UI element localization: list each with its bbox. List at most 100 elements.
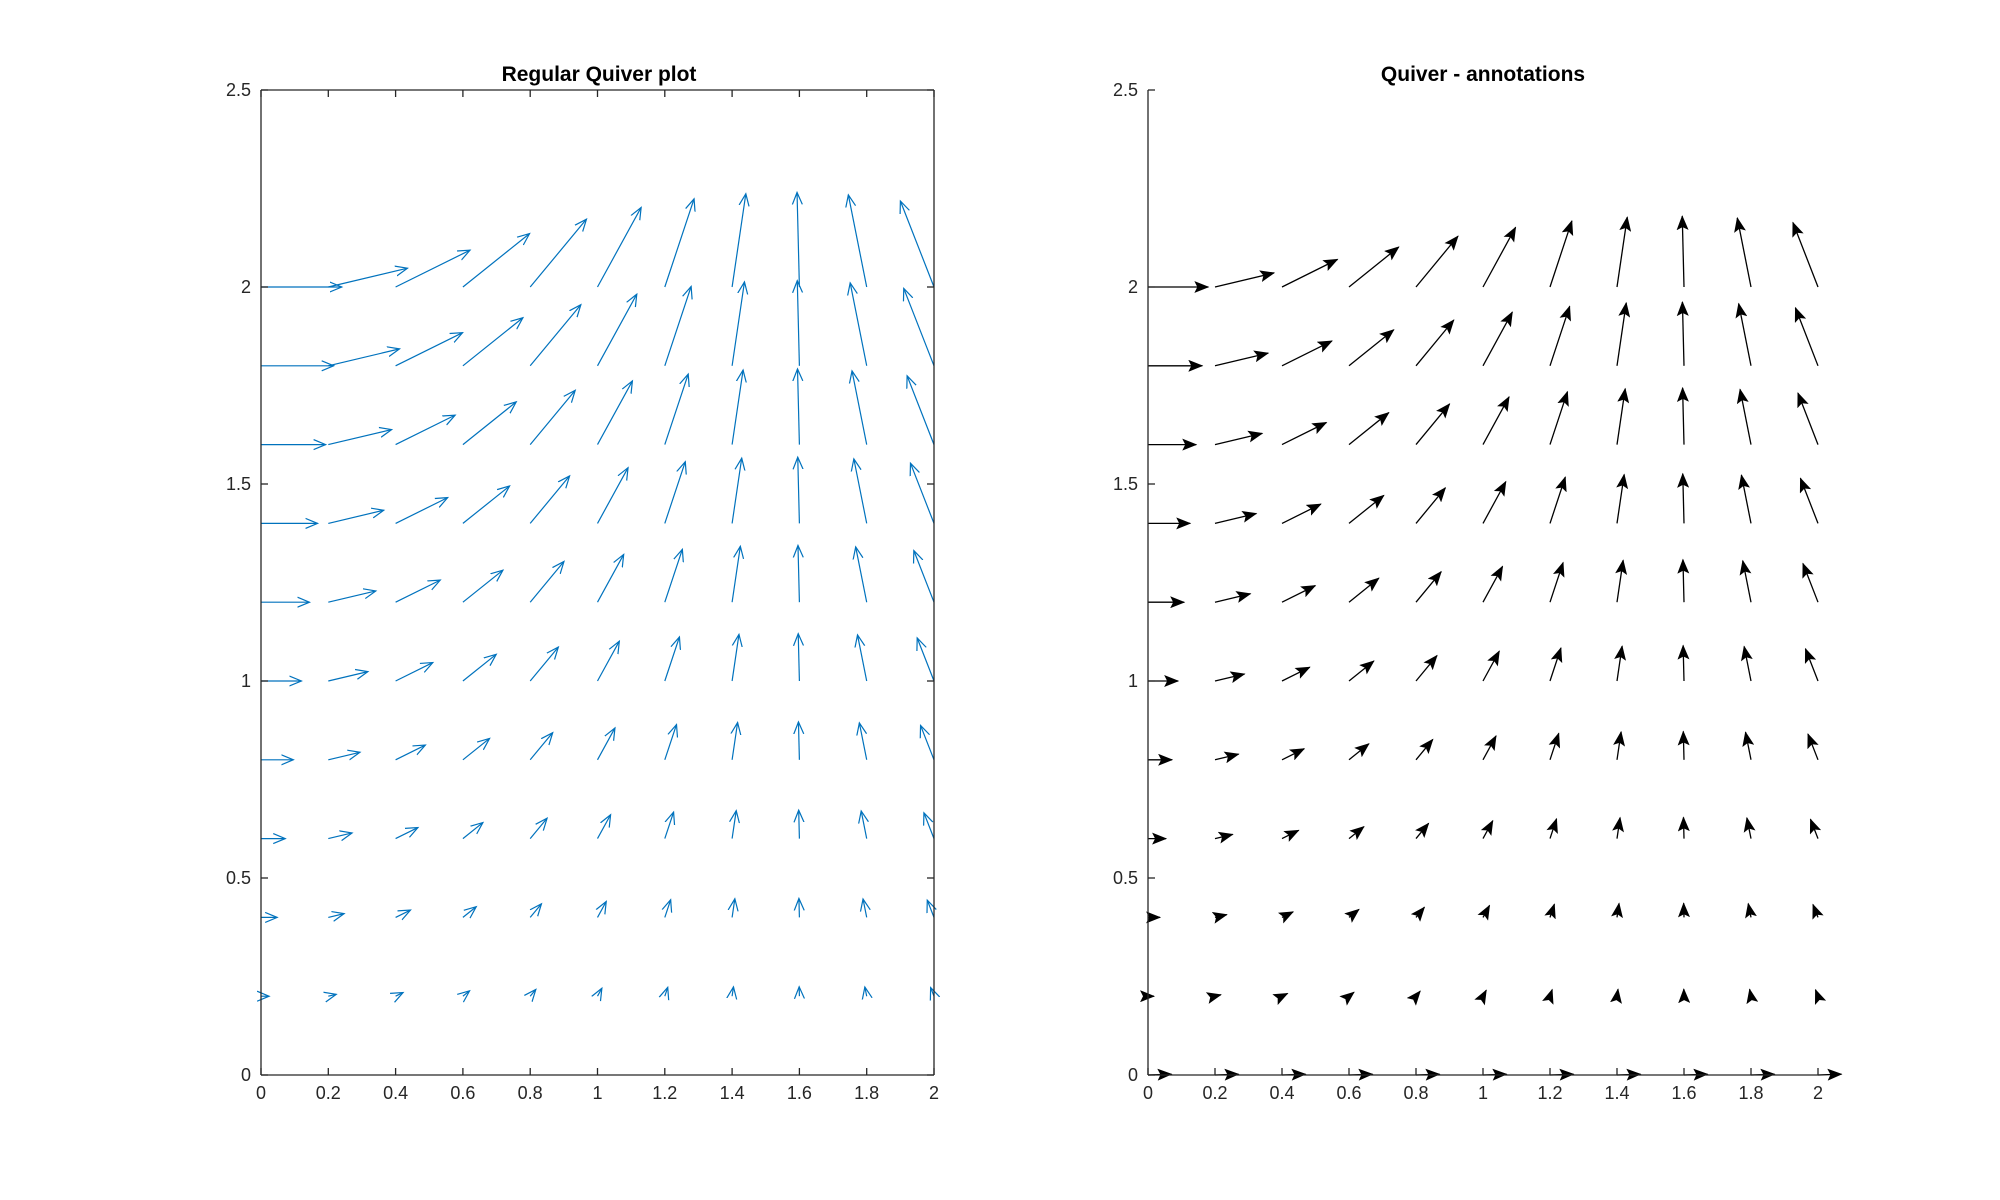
quiver-arrow [731, 194, 746, 288]
quiver-arrow [1415, 235, 1459, 288]
quiver-arrow [462, 738, 490, 761]
quiver-arrow [596, 815, 611, 839]
x-tick-label: 0 [256, 1083, 266, 1103]
quiver-arrow [529, 390, 575, 445]
quiver-arrow [1548, 732, 1561, 761]
quiver-arrow [1348, 246, 1400, 288]
quiver-arrow [529, 476, 569, 524]
quiver-arrow [1281, 340, 1333, 367]
y-tick-label: 2.5 [1113, 80, 1138, 100]
quiver-arrow [664, 199, 694, 288]
quiver-arrow [732, 987, 733, 996]
quiver-arrow [1205, 992, 1222, 1004]
quiver-arrow [1745, 902, 1757, 919]
quiver-arrow [1214, 510, 1258, 525]
quiver-arrow [529, 818, 547, 839]
quiver-arrow [1482, 480, 1507, 524]
quiver-arrow [1482, 395, 1510, 445]
quiver-arrow [1214, 751, 1240, 764]
quiver-arrow [1281, 503, 1322, 524]
quiver-arrow [328, 914, 344, 918]
quiver-arrow [1348, 494, 1385, 524]
quiver-arrow [665, 987, 668, 996]
arrow-layer [261, 192, 934, 996]
quiver-arrow [529, 562, 564, 603]
quiver-arrow [1616, 216, 1632, 288]
quiver-arrow [1677, 644, 1690, 682]
quiver-arrow [1348, 577, 1380, 603]
x-tick-label: 2 [1813, 1083, 1823, 1103]
quiver-arrow [1616, 301, 1631, 366]
quiver-arrow [664, 374, 688, 445]
quiver-arrow [1214, 270, 1276, 288]
quiver-arrow [598, 901, 607, 918]
quiver-arrow [1482, 311, 1513, 367]
quiver-arrow [1739, 559, 1752, 603]
quiver-arrow [1344, 908, 1360, 923]
quiver-arrow [328, 591, 375, 603]
quiver-arrow [596, 207, 642, 288]
quiver-arrow [1348, 660, 1375, 682]
quiver-arrow [732, 723, 737, 760]
quiver-arrow [1415, 738, 1434, 761]
quiver-arrow [462, 234, 530, 288]
x-tick-label: 0.2 [316, 1083, 341, 1103]
quiver-arrow [1348, 411, 1390, 446]
quiver-arrow [1549, 561, 1565, 603]
quiver-arrow [328, 833, 352, 839]
x-tick-label: 1.8 [1738, 1083, 1763, 1103]
quiver-arrow [1542, 988, 1554, 1005]
quiver-arrow [328, 268, 407, 288]
quiver-arrow [863, 899, 867, 918]
quiver-arrow [924, 813, 935, 839]
x-tick-label: 1 [592, 1083, 602, 1103]
quiver-arrow [1792, 221, 1819, 288]
quiver-arrow [529, 733, 553, 761]
axes: 0 0.2 0.4 0.6 0.8 1 1.2 1.4 1.6 1.8 2 0 0.5 1 1.5 2 2.5 [226, 80, 939, 1103]
quiver-arrow [596, 554, 624, 603]
quiver-arrow [732, 899, 735, 918]
quiver-arrow [1482, 735, 1497, 761]
quiver-arrow [328, 510, 383, 524]
quiver-arrow [598, 988, 602, 996]
y-tick-label: 2 [241, 277, 251, 297]
quiver-arrow [1814, 988, 1827, 1005]
quiver-arrow [1676, 300, 1689, 366]
quiver-arrow [797, 281, 799, 366]
quiver-arrow [1415, 319, 1455, 367]
y-tick-label: 1 [241, 671, 251, 691]
quiver-arrow [462, 654, 496, 682]
x-tick-label: 1.8 [854, 1083, 879, 1103]
y-tick-label: 1.5 [1113, 474, 1138, 494]
quiver-arrow [1477, 904, 1491, 921]
quiver-arrow [596, 381, 633, 445]
quiver-arrow [1549, 390, 1569, 445]
quiver-plot-annotations: Quiver - annotations 0 0.2 0.4 0.6 0.8 1 1.2 1.… [1113, 63, 1843, 1103]
x-tick-label: 0.4 [1269, 1083, 1294, 1103]
quiver-arrow [463, 991, 470, 996]
quiver-arrow [1415, 822, 1430, 840]
quiver-arrow [1281, 585, 1317, 603]
quiver-arrow [1281, 258, 1339, 288]
quiver-arrow [1214, 831, 1234, 844]
x-tick-label: 0.4 [383, 1083, 408, 1103]
x-tick-label: 1.2 [652, 1083, 677, 1103]
quiver-arrow [1214, 671, 1246, 684]
quiver-arrow [910, 463, 935, 524]
quiver-arrow [1348, 825, 1365, 841]
quiver-arrow [1612, 816, 1624, 839]
quiver-arrow [462, 907, 476, 918]
y-tick-label: 2 [1128, 277, 1138, 297]
quiver-plot-regular: Regular Quiver plot 0 0.2 0.4 0.6 0.8 1 1.2 1.4… [226, 63, 939, 1103]
quiver-arrow [1611, 902, 1623, 919]
x-tick-label: 1.6 [1671, 1083, 1696, 1103]
quiver-arrow [1742, 731, 1755, 760]
quiver-arrow [664, 462, 685, 524]
quiver-arrow [1415, 487, 1447, 524]
quiver-arrow [462, 402, 516, 446]
quiver-arrow [850, 283, 868, 366]
quiver-arrow [328, 994, 336, 996]
quiver-arrow [731, 634, 739, 682]
quiver-arrow [1281, 748, 1306, 761]
